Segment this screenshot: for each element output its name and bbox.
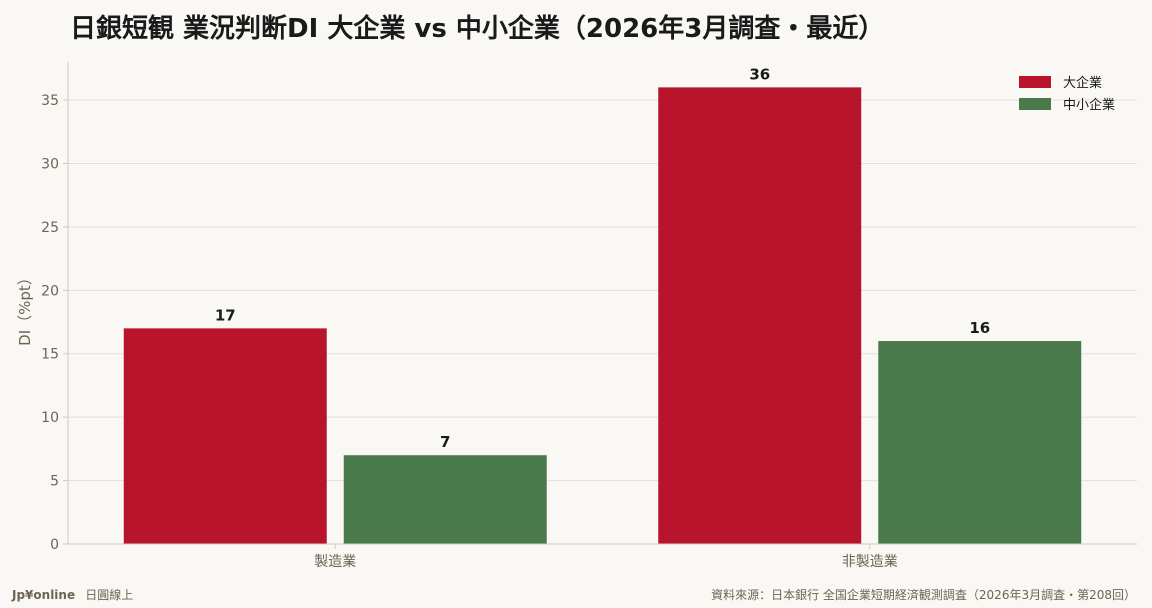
footer-brand: Jp¥online [11, 588, 75, 602]
chart-title: 日銀短観 業況判断DI 大企業 vs 中小企業（2026年3月調査・最近） [70, 13, 884, 44]
legend-label: 大企業 [1063, 75, 1102, 91]
footer-source: 資料來源：日本銀行 全国企業短期経済観測調査（2026年3月調査・第208回） [711, 587, 1136, 602]
x-axis: 製造業 非製造業 [68, 543, 1137, 570]
bar [658, 87, 862, 545]
bar-value-label: 17 [215, 306, 236, 324]
legend-label: 中小企業 [1063, 97, 1115, 113]
bar-value-label: 36 [749, 65, 770, 83]
y-tick-label: 30 [41, 156, 59, 172]
y-tick-label: 25 [41, 220, 59, 236]
footer-brand-line: Jp¥online 日圓線上 [11, 584, 133, 603]
x-tick-label: 製造業 [314, 554, 356, 570]
y-tick-label: 15 [41, 347, 59, 363]
y-tick-label: 35 [41, 93, 59, 109]
bar-value-label: 16 [969, 319, 990, 337]
x-tick-label: 非製造業 [842, 554, 898, 570]
bars [123, 87, 1082, 545]
legend-swatch [1019, 76, 1051, 88]
bar [123, 328, 327, 544]
footer-brand-sub: 日圓線上 [85, 587, 133, 602]
y-tick-label: 0 [50, 537, 59, 553]
y-tick-label: 5 [50, 474, 59, 490]
y-tick-label: 10 [41, 410, 59, 426]
y-axis-title: DI（%pt） [16, 270, 34, 346]
legend-swatch [1019, 98, 1051, 110]
bar [343, 455, 547, 544]
bar-value-label: 7 [440, 433, 450, 451]
data-labels: 17 7 36 16 [215, 65, 990, 451]
bar [878, 341, 1082, 544]
y-axis: 0 5 10 15 20 25 30 35 [41, 62, 69, 553]
y-tick-label: 20 [41, 283, 59, 299]
